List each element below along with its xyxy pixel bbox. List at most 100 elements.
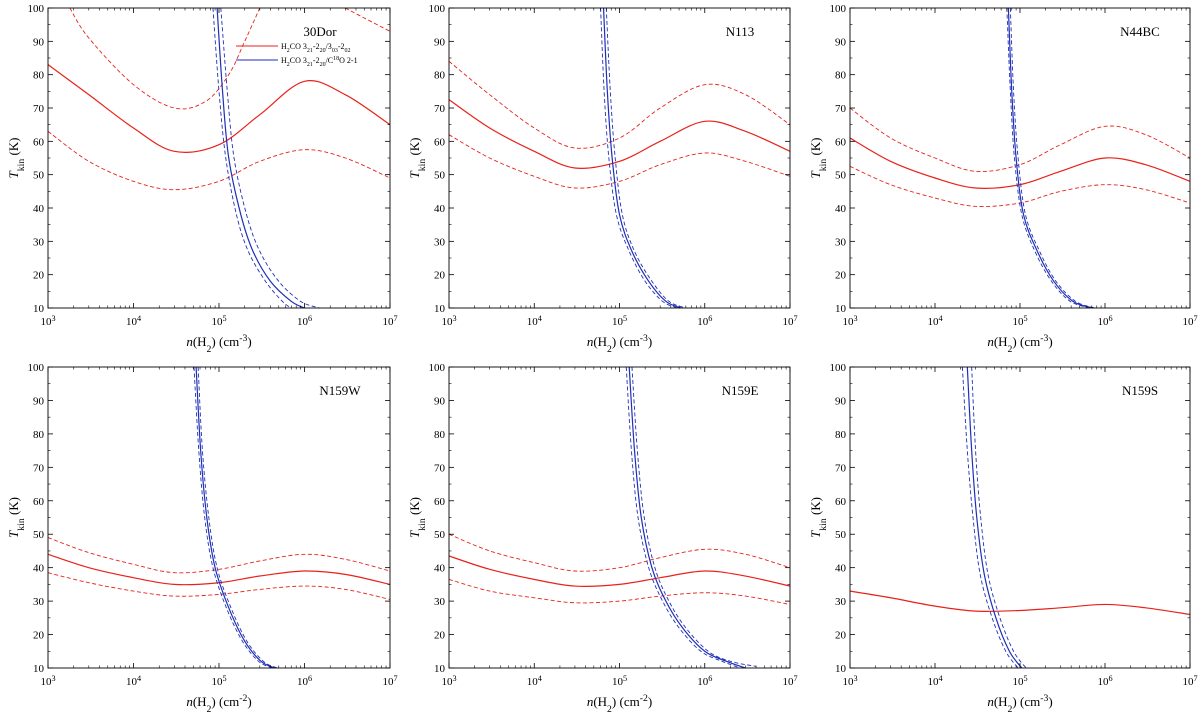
x-tick-label: 103 xyxy=(842,314,857,329)
x-tick-label: 104 xyxy=(927,314,942,329)
y-tick-label: 60 xyxy=(33,496,45,508)
x-tick-label: 106 xyxy=(697,674,712,689)
series-line-c18o-lower xyxy=(625,367,741,668)
y-tick-label: 60 xyxy=(33,136,45,148)
y-tick-label: 70 xyxy=(33,103,45,115)
x-axis-label: n(H2) (cm-3) xyxy=(186,333,251,355)
series-line-h2co-321-220-303-202-upper xyxy=(69,8,261,110)
y-tick-label: 90 xyxy=(33,36,45,48)
y-tick-label: 90 xyxy=(835,395,847,407)
series-line-c18o xyxy=(602,8,682,308)
series-line-h2co-321-220-303-202-lower xyxy=(48,130,390,191)
y-tick-label: 70 xyxy=(434,462,446,474)
series-group xyxy=(449,367,790,668)
panel-30dor: 10 20 30 40 50 60 70 80 90 100 103 104 105 106 107 n(H2… xyxy=(6,3,398,355)
y-tick-label: 80 xyxy=(835,70,847,82)
panel-title: N44BC xyxy=(1120,24,1160,39)
y-tick-label: 60 xyxy=(434,136,446,148)
series-group xyxy=(449,8,790,308)
x-tick-label: 105 xyxy=(211,674,226,689)
x-axis-label: n(H2) (cm-3) xyxy=(987,333,1052,355)
x-axis-label: n(H2) (cm-2) xyxy=(587,693,652,715)
y-tick-label: 10 xyxy=(434,303,446,315)
y-tick-label: 10 xyxy=(434,663,446,675)
series-line-c18o-upper xyxy=(971,367,1027,668)
y-tick-label: 50 xyxy=(835,529,847,541)
y-tick-label: 50 xyxy=(33,529,45,541)
x-tick-label: 103 xyxy=(441,314,456,329)
series-line-c18o-lower xyxy=(1006,8,1091,308)
y-tick-label: 50 xyxy=(434,529,446,541)
y-tick-label: 100 xyxy=(830,362,847,374)
x-tick-label: 104 xyxy=(126,314,141,329)
series-line-c18o-upper xyxy=(605,8,687,308)
x-tick-label: 103 xyxy=(40,314,55,329)
x-tick-label: 107 xyxy=(782,674,797,689)
y-tick-label: 20 xyxy=(33,270,45,282)
legend: H2CO 321-220/303-202 H2CO 321-220/C18O 2-… xyxy=(236,42,358,68)
x-axis-label: n(H2) (cm-2) xyxy=(186,693,251,715)
series-line-ratio-lower xyxy=(449,578,790,605)
legend-label-ratio: H2CO 321-220/303-202 xyxy=(281,42,350,54)
series-line-h2co-321-220-c18o-2-1-lower xyxy=(212,8,292,308)
y-tick-label: 70 xyxy=(434,103,446,115)
panel-title: N159S xyxy=(1122,383,1158,398)
plot-frame xyxy=(47,7,391,309)
series-line-h2co-321-220-303-202-upper-high-density- xyxy=(345,8,390,32)
y-tick-label: 40 xyxy=(835,203,847,215)
y-tick-label: 100 xyxy=(429,362,446,374)
x-tick-label: 107 xyxy=(382,314,397,329)
y-tick-label: 100 xyxy=(28,362,45,374)
y-tick-label: 80 xyxy=(33,429,45,441)
y-axis-label: Tkin (K) xyxy=(808,138,829,179)
y-tick-label: 30 xyxy=(33,596,45,608)
y-tick-label: 50 xyxy=(33,170,45,182)
y-tick-label: 20 xyxy=(835,630,847,642)
y-tick-label: 20 xyxy=(33,630,45,642)
y-tick-label: 40 xyxy=(434,563,446,575)
y-tick-label: 40 xyxy=(835,563,847,575)
x-axis-label: n(H2) (cm-3) xyxy=(987,693,1052,715)
y-axis-label: Tkin (K) xyxy=(6,138,27,179)
y-tick-label: 30 xyxy=(434,596,446,608)
y-tick-label: 20 xyxy=(434,630,446,642)
y-tick-label: 60 xyxy=(835,496,847,508)
y-tick-label: 50 xyxy=(434,170,446,182)
series-group xyxy=(850,8,1190,308)
x-tick-label: 104 xyxy=(126,674,141,689)
panel-n44bc: 10 20 30 40 50 60 70 80 90 100 103 104 105 106 107 n(H2… xyxy=(808,3,1198,355)
x-tick-label: 103 xyxy=(441,674,456,689)
y-axis-label: Tkin (K) xyxy=(407,497,428,538)
y-tick-label: 10 xyxy=(835,663,847,675)
y-tick-label: 100 xyxy=(429,3,446,15)
panel-n159s: 10 20 30 40 50 60 70 80 90 100 103 104 105 106 107 n(H2… xyxy=(808,362,1198,715)
plot-frame xyxy=(849,366,1191,669)
series-line-ratio xyxy=(850,590,1190,616)
series-line-ratio-upper xyxy=(449,533,790,572)
series-line-ratio-upper xyxy=(449,60,790,149)
series-line-c18o xyxy=(1007,8,1094,308)
y-tick-label: 30 xyxy=(835,236,847,248)
plot-frame xyxy=(448,7,791,309)
series-line-c18o-upper xyxy=(631,367,757,667)
y-tick-label: 30 xyxy=(835,596,847,608)
x-axis-label: n(H2) (cm-3) xyxy=(587,333,652,355)
y-tick-label: 90 xyxy=(434,395,446,407)
series-line-c18o xyxy=(966,367,1023,668)
series-line-c18o-lower xyxy=(961,367,1019,668)
x-tick-label: 105 xyxy=(612,674,627,689)
x-tick-label: 106 xyxy=(297,314,312,329)
x-tick-label: 105 xyxy=(1012,314,1027,329)
panel-n159e: 10 20 30 40 50 60 70 80 90 100 103 104 105 106 107 n(H2… xyxy=(407,362,798,715)
series-group xyxy=(48,8,390,308)
x-tick-label: 105 xyxy=(612,314,627,329)
plot-frame xyxy=(448,366,791,669)
series-line-c18o xyxy=(628,367,746,668)
x-tick-label: 107 xyxy=(382,674,397,689)
y-tick-label: 40 xyxy=(33,563,45,575)
series-line-h2co-321-220-c18o-2-1 xyxy=(216,8,305,308)
y-tick-label: 80 xyxy=(33,70,45,82)
y-tick-label: 60 xyxy=(434,496,446,508)
series-line-h2co-321-220-c18o-2-1-upper xyxy=(220,8,320,308)
series-line-c18o-upper xyxy=(197,367,278,668)
